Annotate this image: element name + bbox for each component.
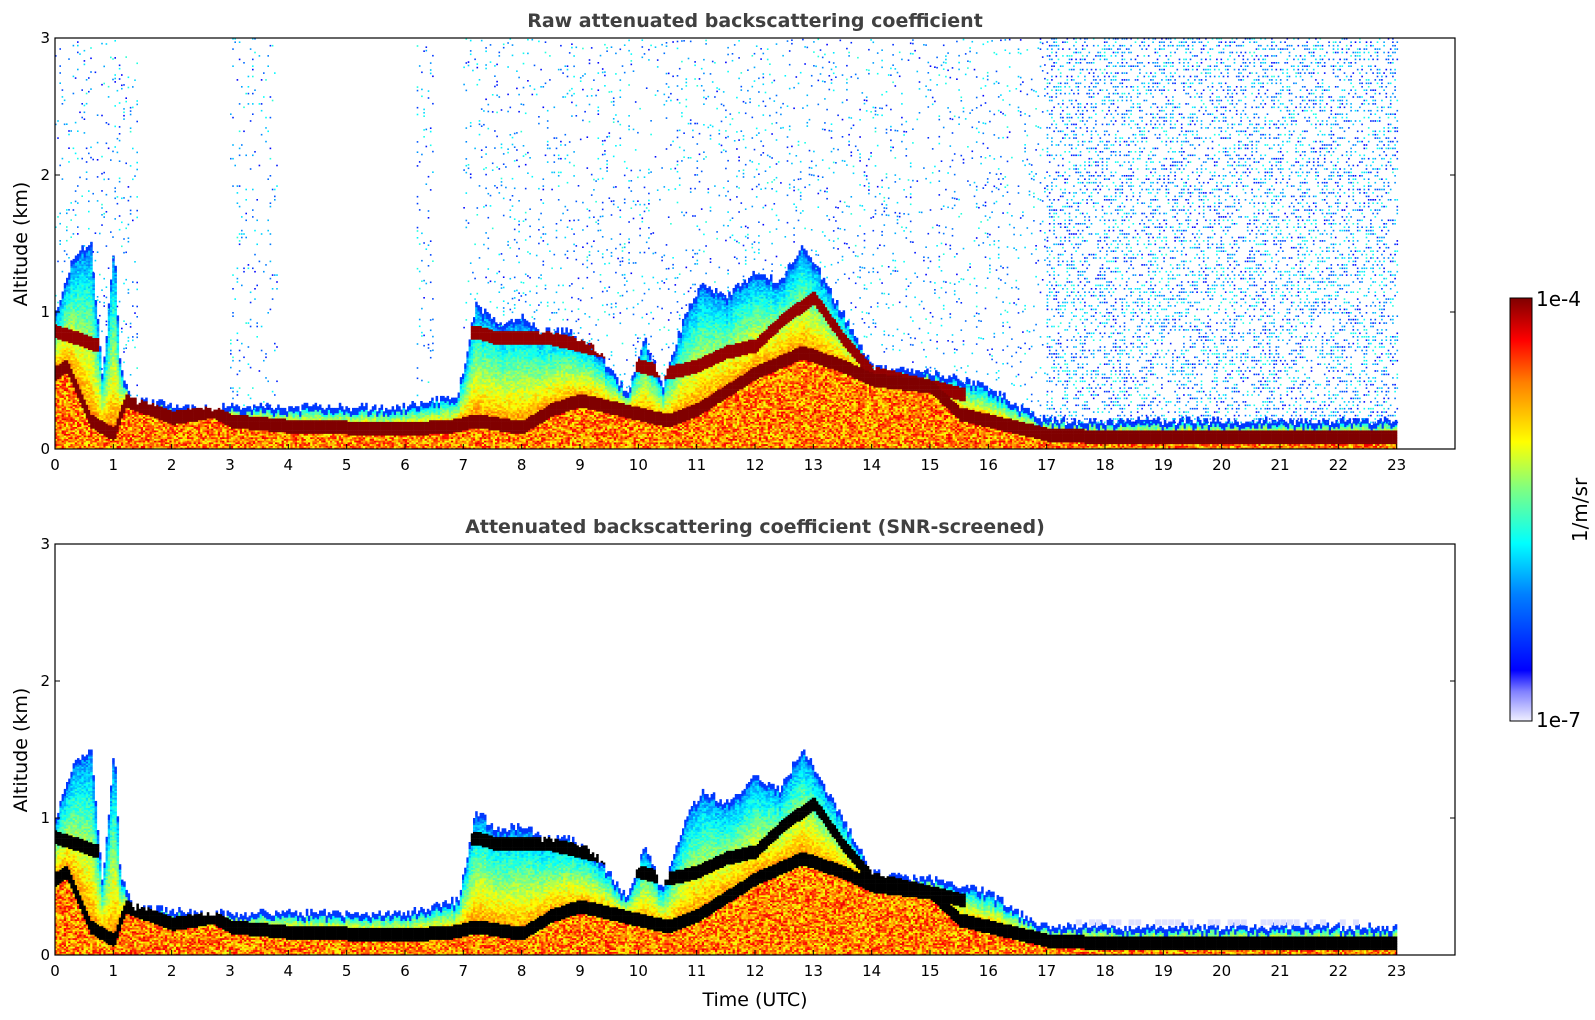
x-tick-label: 23	[1387, 962, 1406, 980]
x-tick-label: 9	[575, 456, 585, 474]
x-tick-label: 16	[979, 456, 998, 474]
x-tick-label: 19	[1154, 962, 1173, 980]
x-tick-label: 7	[459, 962, 469, 980]
x-tick-label: 15	[920, 456, 939, 474]
x-tick-label: 20	[1212, 962, 1231, 980]
y-tick-label: 3	[40, 535, 50, 553]
x-tick-label: 20	[1212, 456, 1231, 474]
x-tick-label: 8	[517, 962, 527, 980]
y-tick-label: 1	[40, 303, 50, 321]
y-tick-label: 1	[40, 809, 50, 827]
y-tick-label: 0	[40, 946, 50, 964]
x-tick-label: 5	[342, 456, 352, 474]
x-tick-label: 23	[1387, 456, 1406, 474]
x-tick-label: 8	[517, 456, 527, 474]
x-tick-label: 6	[400, 456, 410, 474]
x-tick-label: 12	[745, 456, 764, 474]
x-tick-label: 19	[1154, 456, 1173, 474]
x-tick-label: 4	[284, 962, 294, 980]
x-tick-label: 14	[862, 456, 881, 474]
x-tick-label: 11	[687, 456, 706, 474]
x-tick-label: 17	[1037, 456, 1056, 474]
x-axis-label: Time (UTC)	[701, 989, 807, 1011]
x-tick-label: 1	[109, 456, 119, 474]
panel-raw-plot-area	[55, 38, 1398, 449]
x-tick-label: 22	[1329, 456, 1348, 474]
x-tick-label: 11	[687, 962, 706, 980]
colorbar: 1e-4 1e-7 1/m/sr	[1510, 287, 1592, 732]
panel-raw: Raw attenuated backscattering coefficien…	[10, 10, 1455, 474]
x-tick-label: 6	[400, 962, 410, 980]
x-tick-label: 7	[459, 456, 469, 474]
x-tick-label: 13	[804, 456, 823, 474]
x-tick-label: 17	[1037, 962, 1056, 980]
x-tick-label: 22	[1329, 962, 1348, 980]
panel-screened: Attenuated backscattering coefficient (S…	[10, 516, 1455, 1011]
x-tick-label: 2	[167, 456, 177, 474]
x-tick-label: 4	[284, 456, 294, 474]
x-tick-label: 0	[50, 456, 60, 474]
x-tick-label: 12	[745, 962, 764, 980]
x-tick-label: 3	[225, 962, 235, 980]
x-tick-label: 9	[575, 962, 585, 980]
y-tick-label: 0	[40, 440, 50, 458]
x-tick-label: 21	[1270, 962, 1289, 980]
x-tick-label: 18	[1095, 962, 1114, 980]
x-tick-label: 0	[50, 962, 60, 980]
colorbar-max-label: 1e-4	[1536, 287, 1581, 311]
x-tick-label: 2	[167, 962, 177, 980]
x-tick-label: 13	[804, 962, 823, 980]
x-tick-label: 16	[979, 962, 998, 980]
colorbar-min-label: 1e-7	[1536, 708, 1581, 732]
x-tick-label: 18	[1095, 456, 1114, 474]
x-tick-label: 15	[920, 962, 939, 980]
panel-screened-plot-area	[55, 750, 1397, 956]
x-tick-label: 1	[109, 962, 119, 980]
panel-raw-title: Raw attenuated backscattering coefficien…	[527, 10, 983, 32]
panel-raw-y-label: Altitude (km)	[10, 182, 32, 307]
x-tick-label: 10	[629, 456, 648, 474]
y-tick-label: 2	[40, 672, 50, 690]
colorbar-gradient	[1510, 298, 1532, 721]
panel-screened-y-label: Altitude (km)	[10, 688, 32, 813]
x-tick-label: 14	[862, 962, 881, 980]
y-tick-label: 2	[40, 166, 50, 184]
x-tick-label: 5	[342, 962, 352, 980]
colorbar-unit-label: 1/m/sr	[1568, 477, 1592, 542]
x-tick-label: 21	[1270, 456, 1289, 474]
x-tick-label: 3	[225, 456, 235, 474]
x-tick-label: 10	[629, 962, 648, 980]
y-tick-label: 3	[40, 29, 50, 47]
panel-screened-title: Attenuated backscattering coefficient (S…	[465, 516, 1045, 538]
